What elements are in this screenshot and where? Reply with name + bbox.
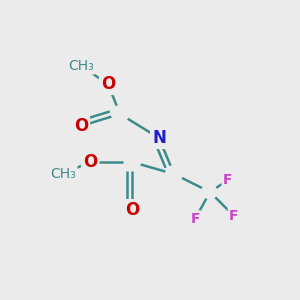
Text: F: F: [223, 173, 233, 187]
Text: N: N: [152, 129, 166, 147]
Text: O: O: [83, 153, 97, 171]
Text: O: O: [125, 201, 139, 219]
Text: F: F: [229, 209, 239, 223]
Text: O: O: [74, 117, 88, 135]
Text: F: F: [190, 212, 200, 226]
Text: CH₃: CH₃: [50, 167, 76, 181]
Text: CH₃: CH₃: [68, 59, 94, 73]
Text: O: O: [101, 75, 115, 93]
